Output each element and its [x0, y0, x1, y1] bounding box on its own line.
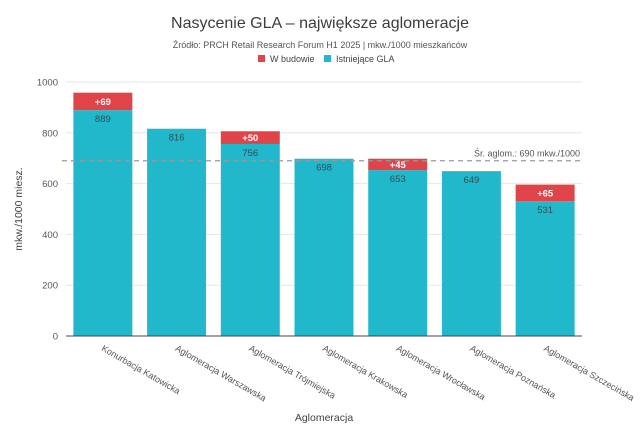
legend-label: W budowie — [270, 54, 315, 64]
bar-existing-gla — [73, 110, 133, 336]
bar-under-construction — [515, 184, 575, 202]
y-tick-label: 0 — [53, 332, 58, 343]
bar-value-label: 756 — [242, 148, 258, 159]
reference-line-group: Śr. aglom.: 690 mkw./1000 — [62, 148, 582, 162]
y-tick-label: 600 — [42, 179, 58, 190]
x-tick-label: Aglomeracja Szczecińska — [542, 343, 636, 403]
chart-subtitle: Źródło: PRCH Retail Research Forum H1 20… — [173, 40, 468, 50]
x-tick-label: Konurbacja Katowicka — [100, 343, 182, 396]
bar-increment-label: +65 — [537, 188, 554, 199]
legend-swatch — [258, 55, 265, 62]
y-axis-label: mkw./1000 miesz. — [13, 167, 25, 250]
bar-existing-gla — [441, 171, 501, 336]
legend-swatch — [324, 55, 331, 62]
bar-value-label: 653 — [390, 174, 406, 185]
bar-value-label: 698 — [316, 163, 332, 174]
bars: 889 +69 816 756 +50 698 653 +45 649 531 +65 — [73, 92, 575, 336]
y-tick-label: 800 — [42, 128, 58, 139]
y-tick-label: 1000 — [37, 78, 58, 89]
bar-existing-gla — [368, 170, 428, 336]
y-tick-label: 200 — [42, 281, 58, 292]
y-tick-label: 400 — [42, 230, 58, 241]
bar-increment-label: +50 — [242, 133, 258, 144]
bar-value-label: 889 — [95, 114, 111, 125]
y-axis-ticks: 0 200 400 600 800 1000 — [37, 78, 58, 343]
bar-value-label: 816 — [169, 133, 185, 144]
bar-existing-gla — [515, 201, 575, 336]
reference-line-label: Śr. aglom.: 690 mkw./1000 — [474, 148, 580, 159]
bar-value-label: 649 — [463, 175, 479, 186]
chart-title: Nasycenie GLA – największe aglomeracje — [171, 15, 469, 32]
legend-label: Istniejące GLA — [336, 54, 395, 64]
x-axis-label: Aglomeracja — [295, 412, 354, 424]
bar-under-construction — [73, 92, 133, 111]
bar-under-construction — [368, 158, 428, 171]
bar-value-label: 531 — [537, 205, 553, 216]
bar-increment-label: +69 — [95, 97, 111, 108]
bar-existing-gla — [294, 158, 354, 336]
bar-existing-gla — [147, 128, 207, 336]
bar-under-construction — [220, 131, 280, 144]
chart-legend: W budowie Istniejące GLA — [258, 54, 395, 64]
bar-existing-gla — [220, 143, 280, 336]
bar-increment-label: +45 — [390, 160, 407, 171]
